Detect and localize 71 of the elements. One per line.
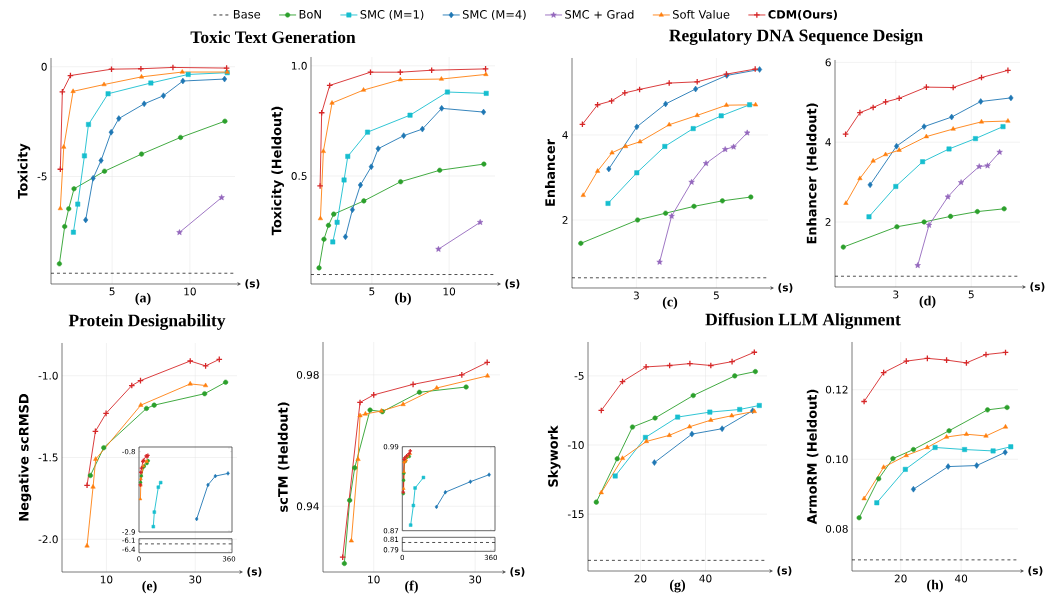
x-axis-title: (s) xyxy=(510,567,525,577)
legend-label: Base xyxy=(233,10,261,19)
y-tick-label: -5 xyxy=(574,371,584,380)
x-tick-label: 20 xyxy=(894,574,907,583)
x-tick-label: 10 xyxy=(100,575,113,584)
y-axis-title: scTM (Heldout) xyxy=(277,402,290,512)
y-tick-label: 1.0 xyxy=(291,61,307,70)
y-tick-label: -2.0 xyxy=(38,535,58,544)
x-axis-title: (s) xyxy=(1028,566,1043,576)
x-tick-label: 3 xyxy=(893,290,899,299)
y-tick-label: 0.08 xyxy=(825,524,848,533)
x-tick-label: 10 xyxy=(443,287,456,296)
text: (b) xyxy=(395,292,411,306)
x-tick-label: 30 xyxy=(469,575,482,584)
y-tick-label: 0 xyxy=(41,62,47,71)
legend-label: BoN xyxy=(299,10,321,19)
y-tick-label: 6 xyxy=(825,58,831,67)
y-tick-label: -1.0 xyxy=(38,371,58,380)
x-axis-title: (s) xyxy=(505,279,520,289)
legend-label: CDM(Ours) xyxy=(768,9,837,21)
text: (g) xyxy=(669,579,686,593)
y-tick-label: 2 xyxy=(562,216,568,224)
text: (a) xyxy=(135,292,151,306)
y-tick-label: -15 xyxy=(567,510,584,519)
x-axis-title: (s) xyxy=(1030,282,1045,292)
legend-label: SMC (M=1) xyxy=(360,9,424,21)
x-tick-label: 5 xyxy=(968,290,974,299)
y-tick-label: 0.12 xyxy=(825,385,848,394)
x-tick-label: 10 xyxy=(184,287,196,296)
y-tick-label: -1.5 xyxy=(38,453,58,462)
y-axis-title: ArmoRM (Heldout) xyxy=(806,389,819,525)
x-tick-label: 5 xyxy=(713,291,719,300)
x-tick-label: 20 xyxy=(634,574,647,583)
x-tick-label: 5 xyxy=(109,287,115,296)
y-tick-label: 0.5 xyxy=(291,172,307,180)
y-axis-title: Negative scRMSD xyxy=(18,394,32,521)
x-axis-title: (s) xyxy=(247,567,262,577)
y-tick-label: 0.94 xyxy=(296,502,319,511)
y-tick-label: -10 xyxy=(567,441,584,449)
y-tick-label: 2 xyxy=(825,218,831,226)
x-axis-title: (s) xyxy=(778,283,793,293)
chart-title: Regulatory DNA Sequence Design xyxy=(669,29,923,45)
x-tick-label: 5 xyxy=(369,287,375,296)
y-tick-label: 4 xyxy=(825,138,831,146)
text: Diffusion LLM Alignment xyxy=(705,312,901,330)
y-tick-label: -5 xyxy=(37,172,47,181)
y-axis-title: Toxicity (Heldout) xyxy=(271,106,285,236)
text: Toxic Text Generation xyxy=(190,30,356,44)
x-tick-label: 10 xyxy=(368,575,380,584)
legend-label: SMC (M=4) xyxy=(462,9,526,21)
y-axis-title: Toxicity xyxy=(17,143,31,199)
text: (c) xyxy=(662,296,678,310)
x-axis-title: (s) xyxy=(245,279,260,289)
text: (d) xyxy=(919,295,936,309)
x-tick-label: 40 xyxy=(699,574,712,583)
y-tick-label: 0.98 xyxy=(296,370,319,379)
text: (f) xyxy=(405,580,418,594)
chart-title: Protein Designability xyxy=(68,314,226,330)
text: (e) xyxy=(142,580,157,594)
text: (h) xyxy=(927,579,943,593)
x-axis-title: (s) xyxy=(777,566,792,576)
x-tick-label: 30 xyxy=(189,575,202,584)
y-axis-title: Enhancer xyxy=(544,138,555,206)
legend-label: Soft Value xyxy=(673,9,730,19)
y-tick-label: 0.10 xyxy=(825,455,848,464)
x-tick-label: 40 xyxy=(955,574,968,583)
y-axis-title: Skywork xyxy=(547,425,561,487)
legend-label: SMC + Grad xyxy=(565,9,634,19)
y-axis-title: Enhancer (Heldout) xyxy=(806,103,818,244)
x-tick-label: 3 xyxy=(633,291,639,300)
y-tick-label: 4 xyxy=(562,131,568,139)
